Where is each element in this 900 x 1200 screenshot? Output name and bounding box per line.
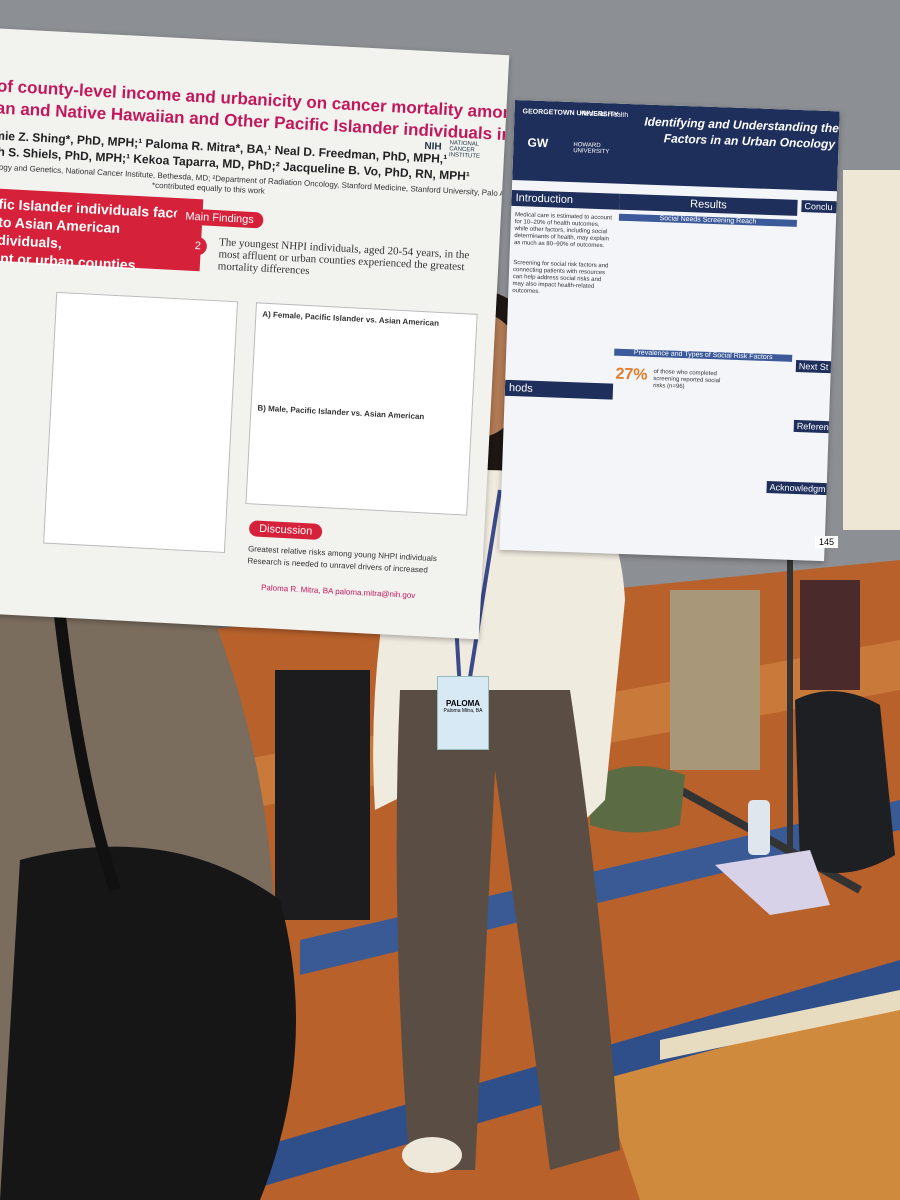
person-legs [670, 590, 760, 770]
person-legs [275, 670, 370, 920]
shoe [402, 1137, 462, 1173]
subheading: Social Needs Screening Reach [618, 213, 797, 227]
left-poster: of county-level income and urbanicity on… [0, 28, 510, 640]
carpet-band [600, 1000, 900, 1200]
section-heading: Conclu [801, 200, 840, 214]
subheading: Prevalence and Types of Social Risk Fact… [614, 348, 793, 362]
papers [715, 850, 830, 915]
forest-plot [43, 291, 239, 554]
section-heading: Results [619, 193, 798, 216]
statistic-text: of those who completed screening reporte… [652, 369, 721, 391]
section-heading: hods [504, 379, 614, 400]
handbag [0, 846, 296, 1200]
bag-strap [49, 569, 121, 892]
carpet-stripe [660, 990, 900, 1060]
finding-text: The youngest NHPI individuals, aged 20-5… [217, 236, 470, 278]
badge-detail: Paloma Mitra, BA [443, 708, 483, 714]
logo: NATIONAL CANCER INSTITUTE [448, 140, 481, 160]
forest-plot: A) Female, Pacific Islander vs. Asian Am… [245, 302, 478, 516]
name-badge: PALOMA Paloma Mitra, BA [437, 676, 489, 750]
contact: Paloma R. Mitra, BA paloma.mitra@nih.gov [260, 582, 416, 601]
statistic: 27% [615, 365, 648, 384]
far-poster [843, 170, 900, 530]
panel-label: B) Male, Pacific Islander vs. Asian Amer… [257, 403, 425, 422]
person-skirt [800, 580, 860, 690]
section-heading: Introduction [511, 189, 620, 210]
board-number: 145 [815, 536, 839, 548]
panel-label: A) Female, Pacific Islander vs. Asian Am… [262, 309, 440, 328]
logo: MedStar Health [579, 110, 629, 119]
trousers [396, 690, 620, 1170]
bag [590, 766, 685, 833]
logo: NIH [424, 140, 442, 153]
section-heading: Discussion [248, 520, 323, 541]
logo: GW [527, 135, 549, 151]
badge-name: PALOMA [445, 699, 481, 708]
intro-item: Screening for social risk factors and co… [512, 260, 609, 295]
lanyard [466, 489, 502, 691]
finding-number: 2 [188, 236, 208, 256]
intro-item: Medical care is estimated to account for… [513, 212, 613, 250]
backpack [795, 691, 895, 873]
header-band: GEORGETOWN UNIVERSITY MedStar Health GW … [512, 100, 840, 192]
logo: HOWARD UNIVERSITY [573, 142, 610, 156]
callout: cific Islander individuals face d to Asi… [0, 187, 204, 273]
water-bottle [748, 800, 770, 855]
right-poster: GEORGETOWN UNIVERSITY MedStar Health GW … [499, 100, 840, 562]
